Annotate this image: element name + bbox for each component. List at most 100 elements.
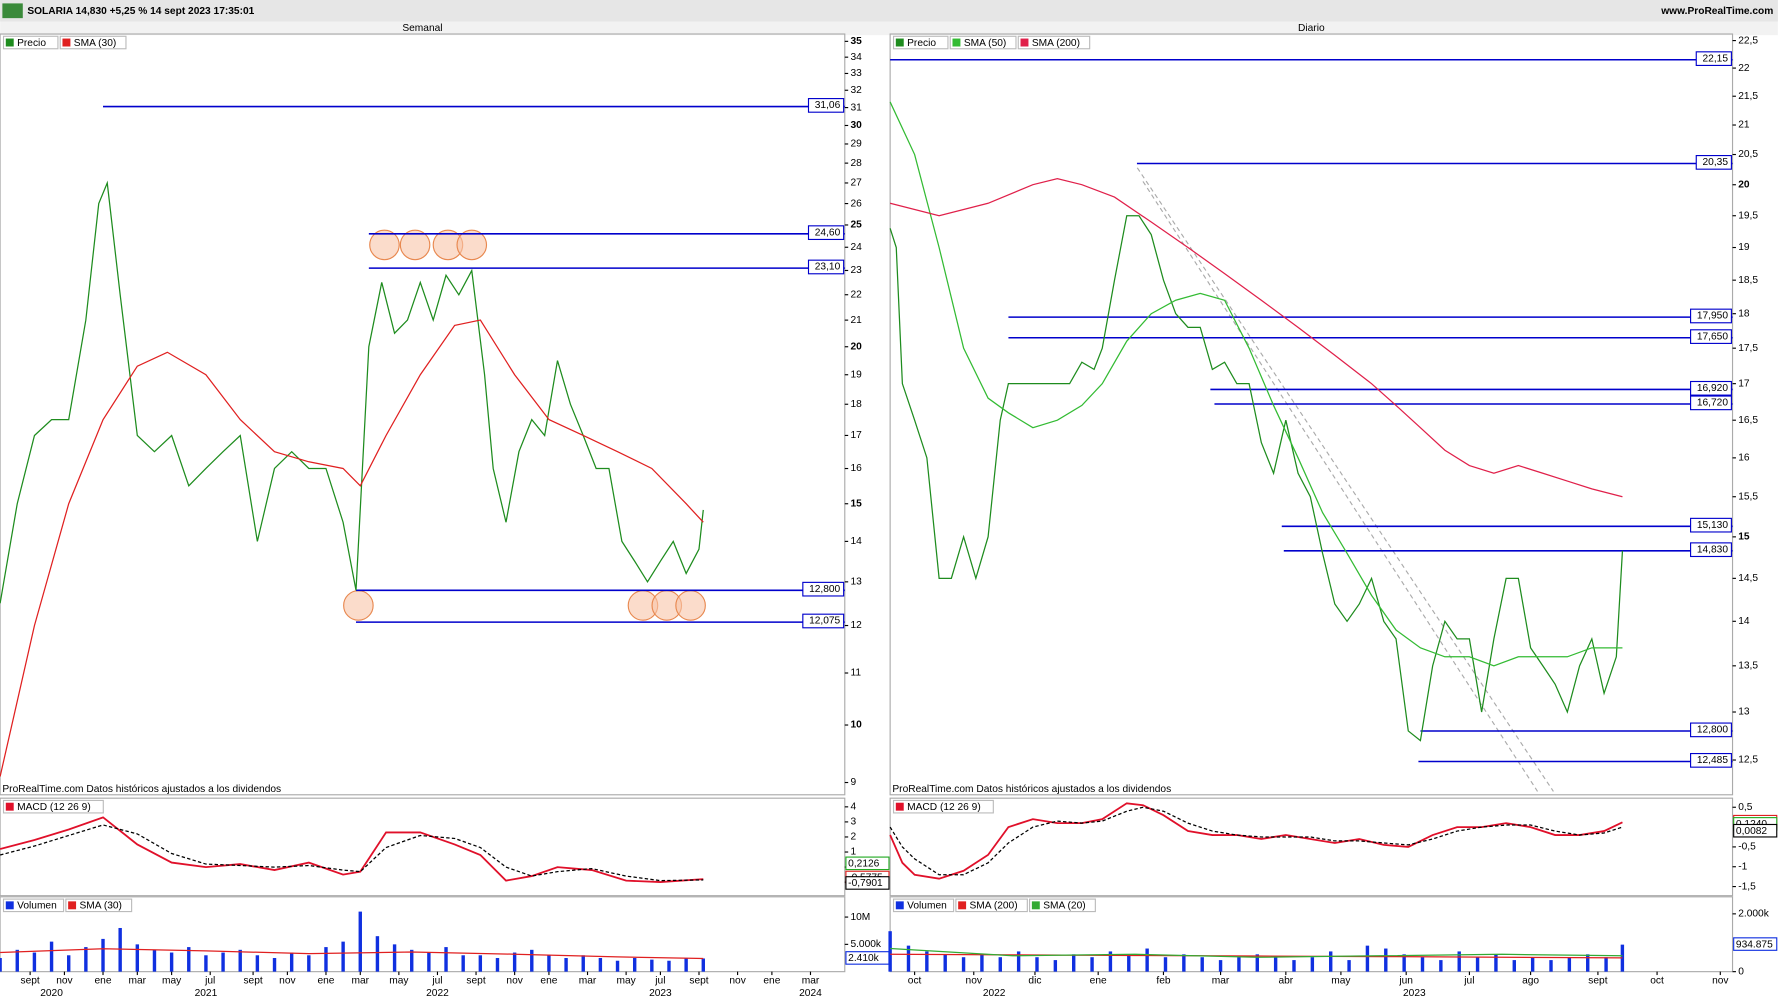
x-tick-label: jul <box>204 975 215 986</box>
x-tick-label: dic <box>1028 975 1041 986</box>
volume-bar <box>324 947 328 972</box>
x-tick-label: may <box>616 975 636 986</box>
y-tick-label: 20 <box>850 341 862 352</box>
volume-bar <box>925 951 929 972</box>
legend-label: MACD (12 26 9) <box>17 802 91 813</box>
volume-bar <box>118 927 122 972</box>
year-label: 2024 <box>799 988 822 999</box>
volume-bar <box>1127 954 1131 972</box>
highlight-circle <box>456 229 488 261</box>
volume-bar <box>427 952 431 972</box>
indicator-line <box>0 824 704 882</box>
y-tick-label: 22 <box>850 289 862 300</box>
indicator-line <box>0 948 704 960</box>
volume-bar <box>530 949 534 972</box>
x-tick-label: nov <box>56 975 73 986</box>
price-line <box>0 319 704 777</box>
volume-bar <box>410 949 414 972</box>
site-name[interactable]: www.ProRealTime.com <box>1660 6 1773 17</box>
trend-lines <box>1136 167 1554 792</box>
highlight-circle <box>369 229 400 261</box>
level-label-box <box>1690 752 1732 768</box>
volume-bar <box>998 957 1002 972</box>
x-tick-label: jul <box>431 975 442 986</box>
y-tick-label: 20,5 <box>1738 149 1758 160</box>
y-tick-label: -0,5 <box>1738 842 1756 853</box>
legend-swatch <box>895 38 904 47</box>
volume-bar <box>1494 954 1498 972</box>
legend-label: MACD (12 26 9) <box>907 802 981 813</box>
level-label: 24,60 <box>815 227 841 238</box>
y-tick-label: 35 <box>850 36 862 47</box>
volume-bar <box>1182 954 1186 972</box>
level-label: 17,950 <box>1697 311 1728 322</box>
legend-swatch <box>5 901 14 910</box>
volume-bar <box>650 959 654 972</box>
value-flag-box <box>1733 823 1778 838</box>
legend-swatch <box>952 38 961 47</box>
y-tick-label: 4 <box>850 802 856 813</box>
volume-bar <box>1420 957 1425 972</box>
y-tick-label: 13 <box>850 577 862 588</box>
x-tick-label: nov <box>1712 975 1729 986</box>
volume-bar <box>1365 945 1370 972</box>
x-tick-label: mar <box>802 975 820 986</box>
top-bar <box>0 0 1778 22</box>
volume-bar <box>204 955 208 972</box>
volume-bar <box>943 954 947 972</box>
volume-bar <box>547 955 551 972</box>
value-flag: -0,7901 <box>848 878 883 889</box>
y-tick-label: 21,5 <box>1738 91 1758 102</box>
volume-bar <box>1035 957 1039 972</box>
x-tick-label: abr <box>1278 975 1293 986</box>
price-line <box>889 178 1623 498</box>
year-label: 2020 <box>40 988 63 999</box>
level-label: 16,720 <box>1697 398 1728 409</box>
indicator-line <box>0 816 704 883</box>
y-tick-label: 1 <box>850 847 856 858</box>
x-tick-label: oct <box>1650 975 1664 986</box>
y-tick-label: 33 <box>850 68 862 79</box>
volume-bar <box>1163 957 1168 972</box>
x-tick-label: feb <box>1156 975 1170 986</box>
x-tick-label: mar <box>579 975 597 986</box>
legend-swatch <box>5 38 14 47</box>
level-label-box <box>1695 155 1732 170</box>
volume-bar <box>1347 960 1351 972</box>
volume-bar <box>238 949 242 972</box>
legend-box <box>949 35 1017 50</box>
x-tick-label: nov <box>279 975 296 986</box>
value-flag-box <box>1733 937 1778 951</box>
panel-frame <box>889 797 1734 897</box>
volume-bar <box>961 957 966 972</box>
legend-label: SMA (200) <box>1032 38 1080 49</box>
x-tick-label: may <box>389 975 409 986</box>
volume-bar <box>1053 960 1058 972</box>
x-tick-label: sept <box>1588 975 1607 986</box>
value-flag-box <box>845 856 890 871</box>
y-tick-label: 12 <box>850 620 862 631</box>
volume-bar <box>15 949 19 972</box>
y-tick-label: 29 <box>850 139 862 150</box>
y-tick-label: 15,5 <box>1738 491 1758 502</box>
level-label-box <box>1690 395 1732 411</box>
highlight-circles <box>343 229 706 621</box>
highlight-circle <box>675 590 706 621</box>
level-label: 16,920 <box>1697 383 1728 394</box>
y-tick-label: 12,5 <box>1738 755 1758 766</box>
level-label: 15,130 <box>1697 520 1728 531</box>
legend-box <box>59 35 127 50</box>
level-label-box <box>1690 517 1732 533</box>
y-tick-label: -1 <box>1738 861 1747 872</box>
volume-bar <box>906 945 911 972</box>
volume-bar <box>67 955 71 972</box>
volume-bar <box>632 958 637 972</box>
volume-bar <box>152 949 157 972</box>
legend-swatch <box>1031 901 1040 910</box>
y-tick-label: 16,5 <box>1738 415 1758 426</box>
volume-bar <box>980 954 984 972</box>
panel-frame <box>0 797 846 897</box>
level-label-box <box>807 259 845 275</box>
x-tick-label: nov <box>506 975 523 986</box>
y-tick-label: 13 <box>1738 707 1750 718</box>
